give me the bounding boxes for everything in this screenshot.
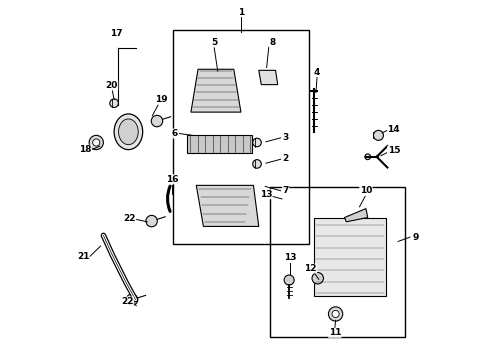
Text: 15: 15 [387, 146, 399, 155]
Polygon shape [258, 70, 277, 85]
Circle shape [373, 130, 383, 140]
Polygon shape [190, 69, 241, 112]
Circle shape [331, 310, 339, 318]
Bar [313, 217, 385, 296]
Circle shape [252, 138, 261, 147]
Text: 21: 21 [77, 252, 89, 261]
Text: 17: 17 [110, 29, 122, 38]
Text: 1: 1 [237, 8, 244, 17]
Text: 3: 3 [282, 132, 288, 141]
Text: 5: 5 [211, 38, 217, 47]
Bar [173, 30, 308, 244]
Text: 22: 22 [123, 214, 136, 223]
Text: 4: 4 [313, 68, 320, 77]
Text: 9: 9 [411, 233, 418, 242]
Bar [187, 135, 251, 153]
Text: 16: 16 [166, 175, 178, 184]
Text: 18: 18 [79, 145, 92, 154]
Ellipse shape [114, 114, 142, 150]
Text: 6: 6 [171, 129, 178, 138]
Circle shape [284, 275, 294, 285]
Circle shape [145, 215, 157, 227]
Circle shape [89, 135, 103, 150]
Circle shape [126, 294, 138, 305]
Text: 12: 12 [304, 264, 316, 273]
Circle shape [93, 139, 100, 146]
Text: 20: 20 [105, 81, 118, 90]
Ellipse shape [118, 119, 138, 145]
Text: 14: 14 [386, 125, 399, 134]
Circle shape [252, 159, 261, 168]
Polygon shape [344, 208, 367, 222]
Text: 7: 7 [282, 186, 288, 195]
Circle shape [364, 154, 370, 159]
Text: 11: 11 [328, 328, 341, 337]
Bar [269, 187, 405, 337]
Text: 19: 19 [155, 95, 167, 104]
Circle shape [151, 115, 163, 127]
Text: 8: 8 [269, 38, 275, 47]
Text: 13: 13 [259, 190, 272, 199]
Polygon shape [196, 185, 258, 226]
Text: 22: 22 [121, 297, 133, 306]
Circle shape [311, 273, 323, 284]
Text: 2: 2 [282, 154, 288, 163]
Text: 13: 13 [283, 253, 296, 262]
Circle shape [328, 307, 342, 321]
Text: 10: 10 [359, 186, 371, 195]
Circle shape [110, 99, 118, 108]
